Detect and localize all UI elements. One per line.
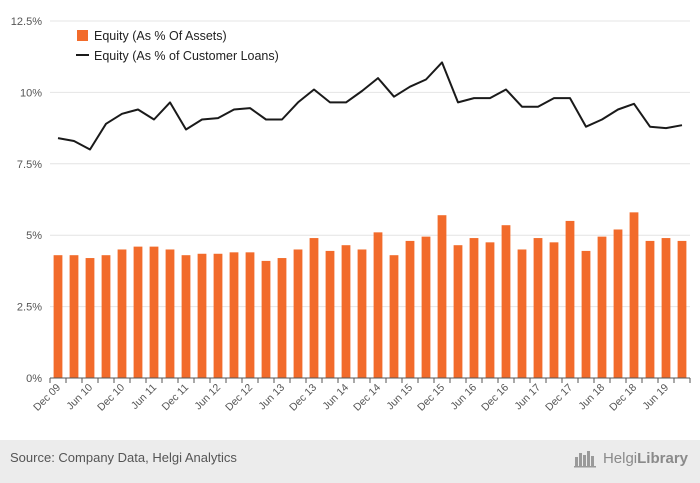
bar xyxy=(645,240,655,378)
bar xyxy=(293,249,303,378)
bar xyxy=(501,225,511,378)
x-tick-label: Dec 09 xyxy=(31,382,63,414)
bar xyxy=(661,238,671,378)
bar xyxy=(149,246,159,378)
bar xyxy=(341,245,351,378)
bar xyxy=(213,253,223,378)
x-tick-label: Dec 10 xyxy=(95,382,127,414)
x-tick-label: Dec 15 xyxy=(415,382,447,414)
x-tick-label: Dec 17 xyxy=(543,382,575,414)
bar xyxy=(549,242,559,378)
bar xyxy=(133,246,143,378)
bar xyxy=(581,250,591,378)
x-tick-label: Jun 12 xyxy=(192,382,223,413)
bar xyxy=(469,238,479,378)
bar xyxy=(325,250,335,378)
bar xyxy=(245,252,255,378)
bar xyxy=(421,236,431,378)
x-tick-label: Jun 13 xyxy=(256,382,287,413)
bar xyxy=(613,229,623,378)
bar xyxy=(85,258,95,378)
x-tick-label: Jun 19 xyxy=(640,382,671,413)
x-tick-label: Jun 15 xyxy=(384,382,415,413)
bar xyxy=(165,249,175,378)
bar xyxy=(677,240,687,378)
bar xyxy=(117,249,127,378)
y-tick-label: 7.5% xyxy=(17,159,42,171)
y-tick-label: 5% xyxy=(26,230,42,242)
bar xyxy=(437,215,447,378)
legend-swatch-assets xyxy=(77,30,88,41)
brand-name-bold: Library xyxy=(637,449,688,467)
helgi-library-logo-icon xyxy=(573,451,596,468)
legend: Equity (As % Of Assets) Equity (As % of … xyxy=(76,29,279,63)
bar xyxy=(565,220,575,378)
bar xyxy=(197,253,207,378)
bar xyxy=(533,238,543,378)
y-tick-label: 0% xyxy=(26,373,42,385)
bar xyxy=(309,238,319,378)
bar xyxy=(277,258,287,378)
x-tick-label: Dec 12 xyxy=(223,382,255,414)
bar xyxy=(405,240,415,378)
grid-lines xyxy=(50,20,690,308)
x-tick-label: Jun 14 xyxy=(320,382,351,413)
x-tick-label: Dec 18 xyxy=(607,382,639,414)
x-tick-label: Jun 17 xyxy=(512,382,543,413)
bar xyxy=(181,255,191,378)
bar xyxy=(229,252,239,378)
y-tick-label: 12.5% xyxy=(11,16,42,28)
bar xyxy=(389,255,399,378)
bar xyxy=(101,255,111,378)
x-tick-label: Jun 10 xyxy=(64,382,95,413)
bar xyxy=(373,232,383,378)
bar xyxy=(517,249,527,378)
source-text: Source: Company Data, Helgi Analytics xyxy=(10,450,237,465)
legend-label-assets: Equity (As % Of Assets) xyxy=(94,29,227,43)
bar xyxy=(453,245,463,378)
bar xyxy=(485,242,495,378)
x-tick-label: Jun 11 xyxy=(129,382,159,412)
x-tick-label: Dec 16 xyxy=(479,382,511,414)
bar xyxy=(53,255,63,378)
bar xyxy=(597,236,607,378)
bar xyxy=(629,212,639,378)
footer: Source: Company Data, Helgi Analytics He… xyxy=(0,440,700,483)
line-series xyxy=(57,61,683,151)
bar-series xyxy=(53,212,687,378)
x-tick-label: Jun 18 xyxy=(576,382,607,413)
bar xyxy=(69,255,79,378)
y-tick-label: 2.5% xyxy=(17,302,42,314)
x-tick-label: Dec 11 xyxy=(160,382,192,414)
brand-name-regular: Helgi xyxy=(602,449,638,467)
legend-label-loans: Equity (As % of Customer Loans) xyxy=(94,49,279,63)
line-series-path xyxy=(57,61,683,151)
bar xyxy=(261,260,271,378)
x-tick-label: Dec 13 xyxy=(287,382,319,414)
bar xyxy=(357,249,367,378)
x-tick-label: Dec 14 xyxy=(351,382,383,414)
x-tick-label: Jun 16 xyxy=(448,382,479,413)
chart: 0%2.5%5%7.5%10%12.5%Dec 09 Jun 10 Dec 10 Ju… xyxy=(11,16,691,414)
brand-logo[interactable]: Helgi Library xyxy=(573,448,688,468)
y-tick-label: 10% xyxy=(20,87,42,99)
